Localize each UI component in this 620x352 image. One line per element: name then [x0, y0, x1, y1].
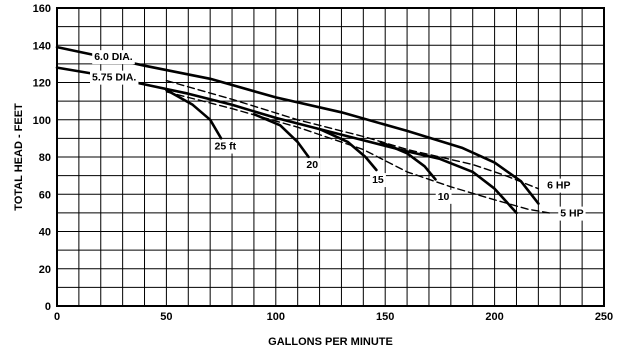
annotation-group: 6.0 DIA. 5.75 DIA. 25 ft 20 15 10 6 HP 5 HP: [90, 50, 586, 221]
curve-label-background: [304, 158, 321, 173]
y-tick-label: 40: [39, 227, 51, 239]
curve-label-text: 10: [438, 191, 450, 203]
y-tick-label: 120: [33, 78, 51, 90]
curve-label: 5 HP: [558, 206, 586, 221]
y-tick-label: 0: [45, 301, 51, 313]
y-axis-title: TOTAL HEAD - FEET: [13, 103, 25, 211]
grid: [57, 8, 604, 306]
x-axis-title: GALLONS PER MINUTE: [268, 336, 393, 348]
curve-label: 25 ft: [212, 139, 239, 154]
x-tick-label: 100: [267, 311, 285, 323]
y-tick-label: 80: [39, 152, 51, 164]
curve-label: 20: [304, 158, 321, 173]
series-line: [318, 127, 378, 172]
x-tick-label: 0: [54, 311, 60, 323]
curve-label-text: 5 HP: [560, 208, 583, 220]
series-line: [165, 88, 223, 140]
curve-label: 10: [435, 189, 452, 204]
x-tick-label: 150: [376, 311, 394, 323]
curve-label-background: [545, 178, 573, 193]
curve-label-text: 15: [372, 174, 384, 186]
series-line: [165, 79, 540, 190]
curve-label: 6.0 DIA.: [92, 50, 135, 65]
curve-label-text: 20: [306, 159, 318, 171]
curve-label-background: [92, 50, 135, 65]
curve-label: 5.75 DIA.: [90, 70, 139, 85]
plot-frame: [56, 7, 605, 307]
curve-label-background: [435, 189, 452, 204]
series-line: [379, 140, 437, 181]
x-tick-label: 200: [485, 311, 503, 323]
x-tick-label: 250: [595, 311, 613, 323]
curve-label-background: [370, 173, 386, 188]
y-tick-label: 20: [39, 264, 51, 276]
y-tick-label: 160: [33, 3, 51, 15]
x-tick-label: 50: [160, 311, 172, 323]
series-line: [252, 112, 310, 159]
curve-label-background: [90, 70, 139, 85]
curve-label-text: 25 ft: [215, 141, 237, 153]
y-tick-label: 60: [39, 189, 51, 201]
curve-label-text: 6 HP: [547, 180, 570, 192]
curve-label: 15: [370, 173, 386, 188]
curve-label: 6 HP: [545, 178, 573, 193]
curve-label-background: [558, 206, 586, 221]
y-tick-label: 140: [33, 40, 51, 52]
curve-label-text: 5.75 DIA.: [92, 72, 136, 84]
y-tick-label: 100: [33, 115, 51, 127]
curve-label-background: [212, 139, 239, 154]
tick-label-group: 0 50 100 150 200 250 0 20 40 60 80 100 120 140 160: [33, 3, 614, 323]
curve-label-text: 6.0 DIA.: [94, 51, 133, 63]
